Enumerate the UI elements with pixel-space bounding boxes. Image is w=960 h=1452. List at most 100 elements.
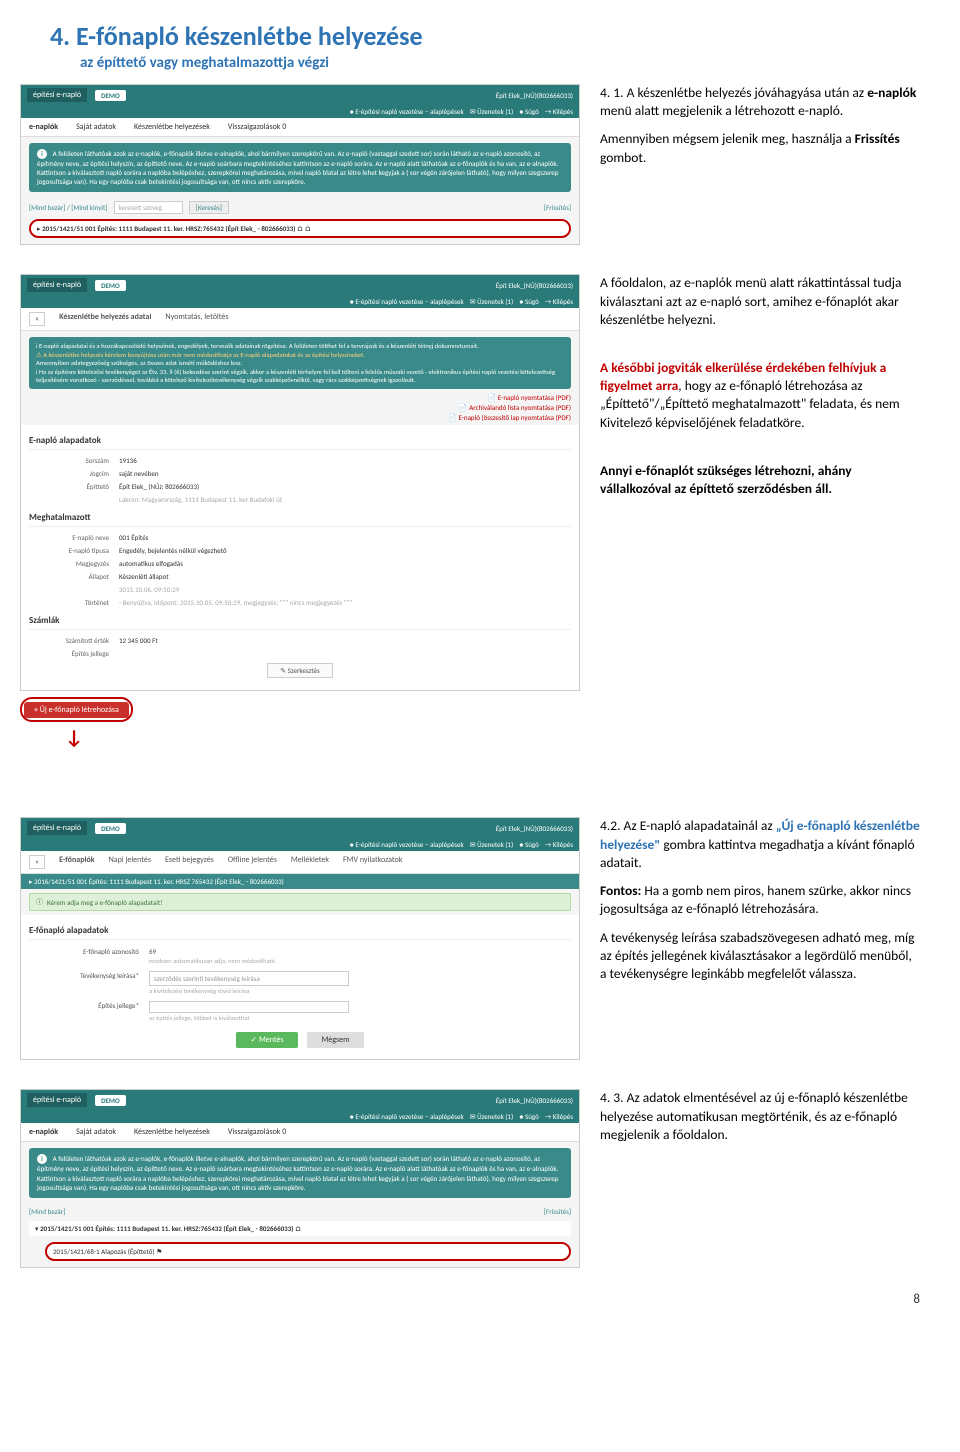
tab-mellekletek[interactable]: Mellékletek [291,855,329,869]
new-fonaplo-button[interactable]: + Új e-főnapló létrehozása [24,702,129,718]
tab-vissza[interactable]: Visszaigazolások 0 [228,122,286,132]
tab-efonaplok[interactable]: E-főnaplók [59,855,95,869]
nav-link-messages[interactable]: ✉ Üzenetek (1) [470,107,513,116]
fonaplo-row-new[interactable]: 2015/1421/68-1 Alapozás (Építtető) ⚑ [45,1242,571,1261]
para-4-2-b: Fontos: Ha a gomb nem piros, hanem szürk… [600,882,920,918]
info-icon: i [36,342,38,350]
enaplo-result-row[interactable]: ▸ 2015/1421/51 001 Építés: 1111 Budapest… [29,219,571,238]
save-button[interactable]: ✓ Mentés [236,1032,297,1048]
tab-sajat[interactable]: Saját adatok [76,122,116,132]
info-box: i A felületen láthatóak azok az e-naplók… [29,143,571,192]
para-fooldal: A főoldalon, az e-naplók menü alatt ráka… [600,274,920,329]
nav-link-logout[interactable]: → Kilépés [545,1112,573,1121]
nav-link-guide[interactable]: ● E-építési napló vezetése – alaplépések [350,297,464,306]
demo-badge: DEMO [95,823,126,834]
pdf-link-3[interactable]: 📄 E-napló (összesítő lap nyomtatása (PDF… [29,413,571,422]
mind-toggle[interactable]: [Mind bezár] / [Mind kinyit] [29,203,108,212]
demo-badge: DEMO [95,280,126,291]
nav-link-help[interactable]: ● Súgó [519,1112,539,1121]
breadcrumb: ▸ 2016/1421/51 001 Építés: 1111 Budapest… [21,874,579,889]
nav-link-guide[interactable]: ● E-építési napló vezetése – alaplépések [350,840,464,849]
para-warning: A későbbi jogviták elkerülése érdekében … [600,359,920,432]
nav-link-messages[interactable]: ✉ Üzenetek (1) [470,1112,513,1121]
input-tevekenyseg[interactable]: szerződés szerinti tevékenység leírása [149,971,349,986]
info-box-2: i E-napló alapadatai és a hozzákapcsolód… [29,337,571,389]
enaplo-row-parent[interactable]: ▾ 2015/1421/51 001 Építés: 1111 Budapest… [29,1221,571,1236]
header-user: Épít Elek_(NÚ)(802666033) [496,1096,573,1105]
tab-keszenlet[interactable]: Készenlétbe helyezések [134,1127,210,1137]
info-icon: i [37,1154,47,1164]
tab-vissza[interactable]: Visszaigazolások 0 [228,1127,286,1137]
pdf-link-1[interactable]: 📄 E-napló nyomtatása (PDF) [29,393,571,402]
para-4-3: 4. 3. Az adatok elmentésével az új e-főn… [600,1089,920,1144]
value-id: 69 [149,947,571,956]
nav-link-help[interactable]: ● Súgó [519,840,539,849]
refresh-link[interactable]: [Frissítés] [544,1207,571,1216]
para-4-2-a: 4.2. Az E-napló alapadatainál az „Új e-f… [600,817,920,872]
tab-napi[interactable]: Napi jelentés [109,855,151,869]
tab-keszenlet[interactable]: Készenlétbe helyezések [134,122,210,132]
info-box: i A felületen láthatóak azok az e-naplók… [29,1148,571,1197]
hint-jelleg: az építés jellege, többet is kiválasztha… [149,1014,571,1022]
header-user: Épít Elek_(NÚ)(802666033) [496,281,573,290]
nav-link-messages[interactable]: ✉ Üzenetek (1) [470,297,513,306]
app-logo: építési e-napló [27,88,87,102]
page-number: 8 [913,1292,920,1307]
row-1: építési e-napló DEMO Épít Elek_(NÚ)(8026… [20,84,920,249]
tab-enaplok[interactable]: e-naplók [29,122,58,132]
section-meghatalmazott: Meghatalmazott [29,506,571,527]
para-4-2-c: A tevékenység leírása szabadszövegesen a… [600,929,920,984]
nav-link-help[interactable]: ● Súgó [519,297,539,306]
red-arrow-icon: ↓ [65,726,83,750]
screenshot-2: építési e-napló DEMO Épít Elek_(NÚ)(8026… [20,274,580,691]
cancel-button[interactable]: Mégsem [307,1032,363,1048]
demo-badge: DEMO [95,90,126,101]
para-4-1-b: Amennyiben mégsem jelenik meg, használja… [600,130,920,166]
search-input[interactable]: keresett szöveg [114,201,183,214]
green-hint: ⓘ Kérem adja meg a e-főnapló alapadatait… [29,893,571,911]
nav-link-messages[interactable]: ✉ Üzenetek (1) [470,840,513,849]
mind-toggle[interactable]: [Mind bezár] [29,1207,65,1216]
nav-link-logout[interactable]: → Kilépés [545,297,573,306]
tab-fmv[interactable]: FMV nyilatkozatok [343,855,402,869]
pdf-links: 📄 E-napló nyomtatása (PDF) 📄 Archiváland… [21,391,579,425]
nav-link-help[interactable]: ● Súgó [519,107,539,116]
tab-keszenlet-adatai[interactable]: Készenlétbe helyezés adatai [59,312,151,326]
app-logo: építési e-napló [27,278,87,292]
header-user: Épít Elek_(NÚ)(802666033) [496,824,573,833]
refresh-link[interactable]: [Frissítés] [544,203,571,212]
section-alapadatok: E-napló alapadatok [29,429,571,450]
screenshot-4: építési e-napló DEMO Épít Elek_(NÚ)(8026… [20,1089,580,1267]
screenshot-1: építési e-napló DEMO Épít Elek_(NÚ)(8026… [20,84,580,245]
new-fonaplo-outline: + Új e-főnapló létrehozása [20,697,133,722]
tab-enaplok[interactable]: e-naplók [29,1127,58,1137]
nav-link-logout[interactable]: → Kilépés [545,107,573,116]
para-annyi: Annyi e-főnaplót szükséges létrehozni, a… [600,462,920,498]
tab-eseti[interactable]: Eseti bejegyzés [165,855,214,869]
nav-link-guide[interactable]: ● E-építési napló vezetése – alaplépések [350,107,464,116]
back-button[interactable]: « [29,855,45,869]
edit-button[interactable]: ✎ Szerkesztés [267,663,333,678]
section-szamlak: Számlák [29,609,571,630]
pdf-link-2[interactable]: 📄 Archiválandó lista nyomtatása (PDF) [29,403,571,412]
tab-sajat[interactable]: Saját adatok [76,1127,116,1137]
select-jelleg[interactable] [149,1001,349,1013]
hint-tevekenyseg: a kivitelezési tevékenység rövid leírása [149,987,571,995]
hint-id: rendszer automatikusan adja, nem módosít… [149,957,571,965]
page-subheading: az építtető vagy meghatalmazottja végzi [20,54,920,72]
back-button[interactable]: « [29,312,45,326]
main-tabs: e-naplók Saját adatok Készenlétbe helyez… [21,118,579,137]
page-heading: 4. E-főnapló készenlétbe helyezése [20,20,920,52]
nav-link-guide[interactable]: ● E-építési napló vezetése – alaplépések [350,1112,464,1121]
demo-badge: DEMO [95,1095,126,1106]
row-3: építési e-napló DEMO Épít Elek_(NÚ)(8026… [20,817,920,1064]
tab-offline[interactable]: Offline jelentés [228,855,277,869]
tab-nyomtatas[interactable]: Nyomtatás, letöltés [165,312,228,326]
section-fonaplo-alap: E-főnapló alapadatok [29,919,571,940]
app-logo: építési e-napló [27,1093,87,1107]
search-button[interactable]: [Keresés] [189,201,229,214]
para-4-1-a: 4. 1. A készenlétbe helyezés jóváhagyása… [600,84,920,120]
header-user: Épít Elek_(NÚ)(802666033) [496,91,573,100]
nav-link-logout[interactable]: → Kilépés [545,840,573,849]
info-icon: i [37,149,47,159]
